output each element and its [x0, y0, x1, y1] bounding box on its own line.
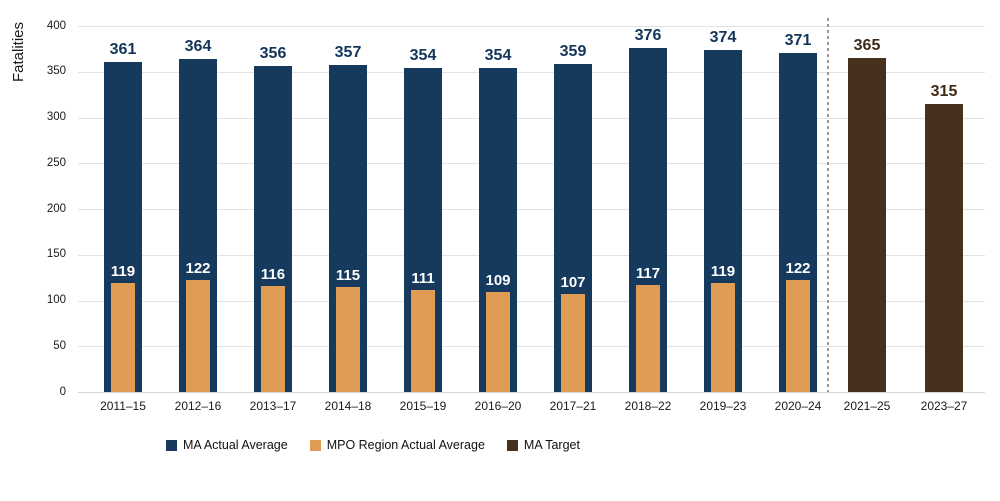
x-axis-label: 2012–16	[174, 399, 222, 413]
legend-label: MA Target	[523, 438, 580, 452]
bar-mpo-region-actual-average	[711, 283, 735, 392]
value-label-mpo-actual: 117	[635, 264, 661, 282]
y-tick-label-50: 50	[53, 339, 66, 352]
value-label-mpo-actual: 122	[185, 260, 211, 278]
value-label-ma-actual: 376	[634, 26, 662, 44]
bar-mpo-region-actual-average	[786, 280, 810, 392]
x-axis-label: 2018–22	[624, 399, 672, 413]
x-axis-label: 2017–21	[549, 399, 597, 413]
legend-item-2: MA Target	[506, 438, 580, 452]
bar-mpo-region-actual-average	[486, 292, 510, 392]
legend-item-1: MPO Region Actual Average	[309, 438, 485, 452]
value-label-mpo-actual: 116	[260, 265, 286, 283]
y-tick-label-250: 250	[46, 156, 66, 169]
target-separator-dashed-line	[827, 18, 829, 392]
bar-mpo-region-actual-average	[561, 294, 585, 392]
bar-mpo-region-actual-average	[636, 284, 660, 392]
gridline-y-400	[78, 26, 985, 27]
value-label-ma-target: 315	[930, 82, 958, 100]
value-label-ma-actual: 374	[709, 28, 737, 46]
x-axis-label: 2011–15	[100, 399, 146, 413]
y-tick-label-200: 200	[46, 202, 66, 215]
x-axis-label: 2021–25	[843, 399, 891, 413]
value-label-ma-actual: 359	[559, 42, 587, 60]
gridline-y-300	[78, 117, 985, 119]
gridline-y-100	[78, 300, 985, 302]
x-axis-label: 2023–27	[920, 399, 968, 413]
legend-swatch-icon	[309, 439, 321, 451]
y-tick-label-400: 400	[46, 19, 66, 32]
y-axis-title: Fatalities	[10, 21, 27, 83]
value-label-ma-actual: 354	[409, 47, 437, 65]
bar-mpo-region-actual-average	[186, 280, 210, 392]
y-tick-label-350: 350	[46, 65, 66, 78]
value-label-mpo-actual: 119	[110, 263, 136, 281]
bar-mpo-region-actual-average	[411, 290, 435, 392]
legend-item-0: MA Actual Average	[166, 438, 288, 452]
legend: MA Actual Average MPO Region Actual Avera…	[166, 438, 580, 452]
y-tick-label-0: 0	[59, 385, 66, 398]
value-label-mpo-actual: 109	[485, 272, 511, 290]
value-label-mpo-actual: 111	[411, 270, 435, 288]
x-axis-label: 2013–17	[249, 399, 297, 413]
y-tick-label-100: 100	[46, 294, 66, 306]
value-label-mpo-actual: 122	[785, 260, 811, 278]
bar-mpo-region-actual-average	[261, 285, 285, 392]
x-axis-label: 2020–24	[774, 399, 822, 413]
bar-mpo-region-actual-average	[111, 283, 135, 392]
x-axis-label: 2014–18	[324, 399, 372, 413]
gridline-y-350	[78, 71, 985, 73]
y-tick-label-300: 300	[46, 111, 66, 123]
bar-ma-target	[848, 58, 886, 392]
value-label-ma-actual: 357	[334, 44, 362, 62]
x-axis-label: 2016–20	[474, 399, 522, 413]
value-label-ma-actual: 361	[109, 40, 137, 58]
value-label-ma-actual: 356	[259, 45, 287, 63]
x-axis-label: 2015–19	[399, 399, 447, 413]
legend-label: MA Actual Average	[183, 438, 288, 452]
bar-ma-target	[925, 103, 963, 392]
legend-swatch-icon	[166, 439, 177, 451]
value-label-ma-actual: 354	[484, 47, 512, 65]
value-label-mpo-actual: 119	[710, 263, 736, 281]
gridline-y-250	[78, 163, 985, 165]
legend-label: MPO Region Actual Average	[326, 438, 485, 452]
gridline-y-150	[78, 254, 985, 256]
gridline-y-200	[78, 209, 985, 210]
gridline-y-0	[78, 392, 985, 393]
value-label-ma-actual: 364	[184, 37, 212, 55]
legend-swatch-icon	[506, 439, 518, 451]
value-label-mpo-actual: 107	[560, 274, 586, 292]
value-label-ma-actual: 371	[784, 31, 812, 49]
gridline-y-50	[78, 346, 985, 348]
y-tick-label-150: 150	[46, 248, 66, 261]
value-label-ma-target: 365	[853, 37, 881, 55]
value-label-mpo-actual: 115	[335, 266, 361, 284]
x-axis-label: 2019–23	[699, 399, 747, 413]
bar-mpo-region-actual-average	[336, 286, 360, 392]
